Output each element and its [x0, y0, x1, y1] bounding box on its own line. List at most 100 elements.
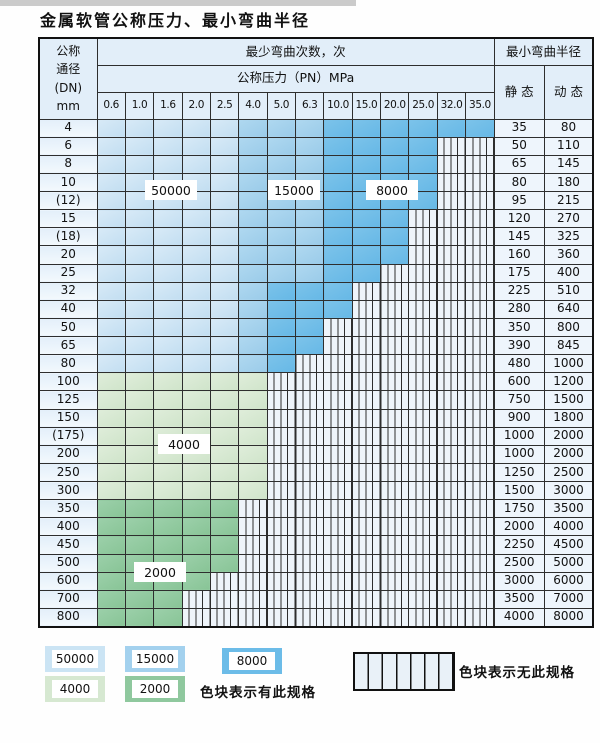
table-row: 150 900 1800 — [38, 408, 594, 428]
no-spec-cell — [465, 571, 495, 591]
spec-cell — [209, 372, 240, 392]
spec-cell — [181, 499, 211, 519]
pressure-column-header: 6.3 — [295, 91, 325, 120]
no-spec-cell — [351, 480, 382, 501]
no-spec-cell — [266, 535, 297, 555]
no-spec-cell — [380, 571, 410, 591]
spec-cell — [96, 190, 126, 211]
dn-cell: 25 — [38, 263, 98, 283]
no-spec-cell — [465, 517, 495, 537]
no-spec-cell — [408, 535, 438, 555]
no-spec-cell — [465, 354, 495, 374]
spec-cell — [209, 299, 240, 319]
no-spec-cell — [465, 154, 495, 174]
static-radius-value: 1500 — [493, 480, 545, 501]
static-radius-value: 900 — [493, 408, 545, 428]
no-spec-cell — [295, 444, 325, 464]
spec-cell — [380, 245, 410, 265]
spec-cell — [408, 118, 438, 138]
pressure-column-header: 1.0 — [124, 91, 155, 120]
no-spec-cell — [408, 281, 438, 301]
no-spec-cell — [380, 462, 410, 483]
spec-cell — [124, 372, 155, 392]
no-spec-cell — [351, 589, 382, 609]
spec-cell — [238, 190, 268, 211]
spec-cell — [266, 263, 297, 283]
spec-cell — [124, 154, 155, 174]
no-spec-cell — [351, 607, 382, 628]
spec-cell — [124, 390, 155, 410]
table-row: 800 4000 8000 — [38, 607, 594, 628]
spec-cell — [351, 245, 382, 265]
no-spec-cell — [380, 299, 410, 319]
no-spec-cell — [351, 354, 382, 374]
no-spec-cell — [408, 354, 438, 374]
spec-cell — [96, 589, 126, 609]
spec-cell — [266, 354, 297, 374]
no-spec-cell — [436, 263, 467, 283]
no-spec-cell — [380, 263, 410, 283]
bend-cycles-header: 最少弯曲次数，次 — [96, 37, 495, 66]
no-spec-cell — [323, 354, 353, 374]
dn-cell: 350 — [38, 499, 98, 519]
spec-cell — [209, 408, 240, 428]
legend-swatch: 4000 — [45, 676, 105, 702]
no-spec-cell — [351, 553, 382, 573]
spec-cell — [124, 245, 155, 265]
dynamic-radius-value: 7000 — [543, 589, 594, 609]
spec-cell — [124, 335, 155, 356]
no-spec-cell — [465, 172, 495, 193]
table-row: 20 160 360 — [38, 245, 594, 265]
dn-header-line: 通径 — [56, 62, 81, 77]
no-spec-cell — [351, 499, 382, 519]
no-spec-cell — [380, 444, 410, 464]
no-spec-cell — [465, 227, 495, 247]
spec-table-wrap: 公称 通径 (DN) mm 最少弯曲次数，次 最小弯曲半径 公称压力（PN）MP… — [38, 37, 595, 628]
spec-cell — [153, 263, 183, 283]
no-spec-cell — [323, 499, 353, 519]
has-spec-note: 色块表示有此规格 — [200, 685, 316, 701]
no-spec-cell — [408, 571, 438, 591]
pressure-column-header: 20.0 — [380, 91, 410, 120]
no-spec-cell — [323, 553, 353, 573]
no-spec-cell — [238, 535, 268, 555]
no-spec-cell — [465, 444, 495, 464]
spec-cell — [323, 281, 353, 301]
spec-cell — [181, 372, 211, 392]
spec-cell — [209, 426, 240, 446]
spec-cell — [295, 317, 325, 338]
spec-cell — [209, 245, 240, 265]
spec-cell — [238, 172, 268, 193]
static-radius-value: 175 — [493, 263, 545, 283]
no-spec-cell — [238, 499, 268, 519]
dn-cell: 500 — [38, 553, 98, 573]
no-spec-cell — [238, 589, 268, 609]
no-spec-cell — [408, 462, 438, 483]
no-spec-cell — [323, 335, 353, 356]
dn-cell: 600 — [38, 571, 98, 591]
no-spec-cell — [266, 444, 297, 464]
no-spec-cell — [408, 390, 438, 410]
no-spec-cell — [465, 245, 495, 265]
spec-cell — [209, 499, 240, 519]
dn-cell: 4 — [38, 118, 98, 138]
spec-cell — [124, 263, 155, 283]
no-spec-cell — [408, 517, 438, 537]
no-spec-cell — [436, 607, 467, 628]
no-spec-cell — [295, 553, 325, 573]
dynamic-radius-value: 3000 — [543, 480, 594, 501]
spec-cell — [209, 444, 240, 464]
no-spec-cell — [323, 372, 353, 392]
dn-cell: 15 — [38, 209, 98, 229]
spec-cell — [295, 263, 325, 283]
static-radius-value: 1750 — [493, 499, 545, 519]
no-spec-cell — [266, 589, 297, 609]
no-spec-cell — [380, 281, 410, 301]
static-radius-value: 2500 — [493, 553, 545, 573]
no-spec-hatch-swatch — [353, 652, 455, 691]
spec-cell — [380, 209, 410, 229]
no-spec-cell — [465, 372, 495, 392]
spec-cell — [153, 154, 183, 174]
spec-cell — [124, 607, 155, 628]
